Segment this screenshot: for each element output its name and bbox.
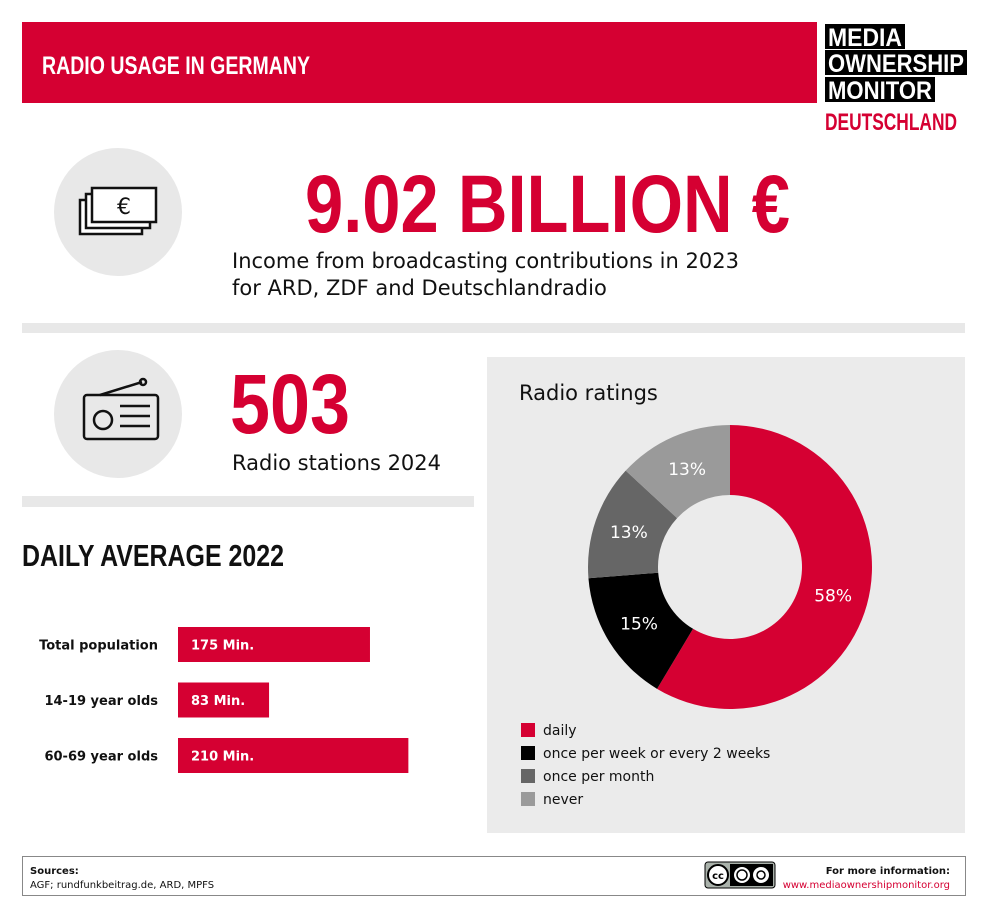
- income-figure: 9.02 BILLION €: [305, 159, 790, 250]
- pie-value-label: 15%: [620, 614, 658, 634]
- pie-slice: [625, 425, 730, 519]
- money-icon: €: [78, 186, 158, 236]
- footer-box: [22, 856, 966, 896]
- sources: AGF; rundfunkbeitrag.de, ARD, MPFS: [30, 880, 214, 891]
- separator: [22, 323, 965, 333]
- svg-text:€: €: [117, 195, 131, 220]
- bar-chart-title: DAILY AVERAGE 2022: [22, 538, 284, 573]
- separator: [22, 496, 474, 507]
- income-description: Income from broadcasting contributions i…: [232, 249, 739, 273]
- pie-chart-title: Radio ratings: [519, 381, 658, 405]
- bar: [178, 682, 270, 718]
- pie-value-label: 13%: [668, 460, 706, 480]
- svg-text:cc: cc: [712, 871, 724, 882]
- logo-box: [825, 77, 935, 102]
- pie-chart: 58% daily 15% once per week or every 2 week…: [521, 425, 873, 808]
- icon-circle: [54, 350, 182, 478]
- radio-icon: [82, 377, 160, 441]
- logo-line: MEDIA: [828, 24, 902, 52]
- logo-box: [825, 50, 967, 75]
- pie-slice: [588, 572, 694, 689]
- bar-category: Total population: [39, 639, 158, 654]
- legend-label: once per week or every 2 weeks: [543, 746, 770, 762]
- bar-chart: Total population 175 Min. 14-19 year olds 8…: [39, 627, 409, 773]
- info-url[interactable]: www.mediaownershipmonitor.org: [783, 880, 950, 891]
- sources-title: Sources:: [30, 866, 79, 877]
- info-label: For more information:: [826, 866, 950, 877]
- pie-slice: [588, 470, 678, 579]
- bar-category: 60-69 year olds: [44, 750, 158, 765]
- logo-line: MONITOR: [828, 77, 932, 105]
- bar-value-label: 210 Min.: [191, 750, 254, 765]
- bar: [178, 738, 409, 773]
- legend-label: daily: [543, 723, 577, 739]
- legend-label: once per month: [543, 769, 654, 785]
- bar-value-label: 175 Min.: [191, 639, 254, 654]
- bar: [178, 627, 370, 662]
- header-title: RADIO USAGE IN GERMANY: [42, 52, 310, 80]
- logo-box: [825, 24, 905, 49]
- legend-swatch: [521, 792, 535, 806]
- income-description: for ARD, ZDF and Deutschlandradio: [232, 276, 607, 300]
- legend-swatch: [521, 769, 535, 783]
- legend-swatch: [521, 746, 535, 760]
- bar-category: 14-19 year olds: [44, 694, 158, 709]
- bar-value-label: 83 Min.: [191, 694, 245, 709]
- legend-label: never: [543, 792, 583, 808]
- logo-country: DEUTSCHLAND: [825, 109, 957, 136]
- pie-value-label: 13%: [610, 523, 648, 543]
- stations-figure: 503: [230, 357, 350, 451]
- cc-badge: cc: [704, 861, 776, 889]
- pie-value-label: 58%: [814, 587, 852, 607]
- logo-line: OWNERSHIP: [828, 50, 964, 78]
- header-bar: [22, 22, 817, 103]
- pie-slice: [657, 425, 873, 710]
- legend-swatch: [521, 723, 535, 737]
- stations-description: Radio stations 2024: [232, 451, 441, 475]
